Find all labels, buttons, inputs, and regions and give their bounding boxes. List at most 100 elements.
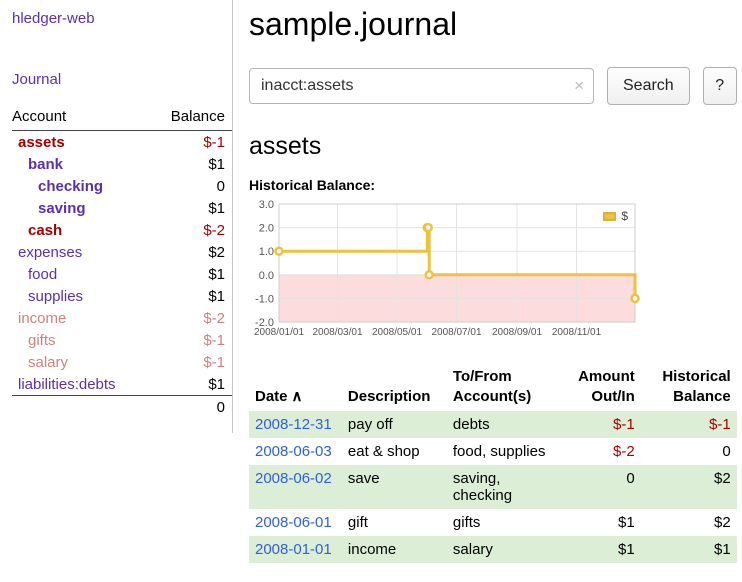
account-link[interactable]: checking xyxy=(38,177,104,195)
transaction-date-link[interactable]: 2008-06-01 xyxy=(255,514,332,531)
legend-label: $ xyxy=(621,209,628,223)
transaction-description: income xyxy=(347,541,397,558)
y-tick-label: 3.0 xyxy=(259,200,274,211)
account-row: food $1 xyxy=(12,263,232,285)
y-tick-label: -2.0 xyxy=(255,317,274,329)
account-link[interactable]: expenses xyxy=(18,243,83,261)
account-balance: $2 xyxy=(208,243,225,261)
help-button[interactable]: ? xyxy=(702,67,737,105)
account-link[interactable]: supplies xyxy=(28,287,84,305)
search-button[interactable]: Search xyxy=(607,67,690,105)
x-tick-label: 2008/11/01 xyxy=(552,327,602,338)
data-point-marker xyxy=(423,222,433,233)
account-link[interactable]: cash xyxy=(28,221,63,239)
account-link[interactable]: assets xyxy=(18,133,65,151)
sidebar-item-journal[interactable]: Journal xyxy=(12,71,62,88)
sidebar: hledger-web Journal Account Balance asse… xyxy=(0,0,233,433)
transaction-accounts: salary xyxy=(452,541,493,558)
register-table-body: 2008-12-31 pay off debts $-1 $-1 2008-06-03 ea… xyxy=(249,411,737,563)
x-tick-label: 2008/05/01 xyxy=(372,327,422,338)
page: hledger-web Journal Account Balance asse… xyxy=(0,0,742,563)
balance-chart-container: 3.0 2.0 1.0 0.0 -1.0 -2.0 2008/01/01 2008/03/01… xyxy=(249,200,641,340)
x-tick-label: 2008/03/01 xyxy=(312,327,362,338)
register-row: 2008-01-01 income salary $1 $1 xyxy=(249,536,737,563)
account-balance: $-2 xyxy=(203,309,225,327)
y-tick-label: 0.0 xyxy=(259,270,274,282)
transaction-description: eat & shop xyxy=(347,443,420,460)
total-balance: 0 xyxy=(150,395,232,419)
account-row: expenses $2 xyxy=(12,241,232,263)
register-row: 2008-12-31 pay off debts $-1 $-1 xyxy=(249,411,737,438)
chart-heading: Historical Balance: xyxy=(249,177,376,193)
account-balance: $-1 xyxy=(203,331,225,349)
y-tick-label: 1.0 xyxy=(259,246,274,258)
transaction-accounts: saving, checking xyxy=(452,470,513,504)
account-link[interactable]: salary xyxy=(28,353,69,371)
transaction-amount: $1 xyxy=(618,541,635,558)
register-header-date[interactable]: Date ∧ xyxy=(249,364,342,411)
account-balance: $1 xyxy=(208,375,225,393)
y-tick-label: -1.0 xyxy=(255,293,274,305)
account-table-body: assets $-1 bank $1 checking 0 saving $1 cash $-2 e… xyxy=(12,131,232,396)
register-table: Date ∧ Description To/From Account(s) Amo… xyxy=(249,364,737,563)
transaction-amount: $-1 xyxy=(613,416,635,433)
clear-search-icon[interactable]: × xyxy=(574,76,584,95)
legend-swatch-icon xyxy=(603,211,617,221)
account-balance: $-1 xyxy=(203,133,225,151)
account-balance: $1 xyxy=(208,199,225,217)
x-tick-label: 2008/09/01 xyxy=(492,327,542,338)
account-link[interactable]: saving xyxy=(38,199,86,217)
account-row: income $-2 xyxy=(12,307,232,329)
data-point-marker xyxy=(274,246,284,256)
account-balance: $1 xyxy=(208,265,225,283)
account-link[interactable]: income xyxy=(18,309,67,327)
transaction-balance: $2 xyxy=(714,470,731,487)
app-title-link[interactable]: hledger-web xyxy=(12,10,95,27)
account-row: salary $-1 xyxy=(12,351,232,373)
account-total-row: 0 xyxy=(12,395,232,419)
account-link[interactable]: liabilities:debts xyxy=(18,375,116,393)
account-balance: $1 xyxy=(208,155,225,173)
account-link[interactable]: food xyxy=(28,265,58,283)
account-row: gifts $-1 xyxy=(12,329,232,351)
chart-legend: $ xyxy=(599,207,632,225)
transaction-balance: 0 xyxy=(722,443,731,460)
account-row: saving $1 xyxy=(12,197,232,219)
transaction-accounts: debts xyxy=(452,416,490,433)
account-row: checking 0 xyxy=(12,175,232,197)
register-header-tofrom[interactable]: To/From Account(s) xyxy=(452,368,532,405)
x-tick-label: 2008/01/01 xyxy=(254,327,304,338)
register-header-amount[interactable]: Amount Out/In xyxy=(578,368,635,405)
transaction-date-link[interactable]: 2008-06-02 xyxy=(255,470,332,487)
account-row: bank $1 xyxy=(12,153,232,175)
transaction-date-link[interactable]: 2008-12-31 xyxy=(255,416,332,433)
main-content: sample.journal × Search ? assets Histori… xyxy=(233,0,742,563)
register-row: 2008-06-01 gift gifts $1 $2 xyxy=(249,509,737,536)
x-tick-label: 2008/07/01 xyxy=(431,327,481,338)
account-balance: $1 xyxy=(208,287,225,305)
register-header-description[interactable]: Description xyxy=(347,387,431,405)
account-column-header: Account xyxy=(12,105,151,131)
search-input[interactable] xyxy=(249,68,594,104)
page-title: sample.journal xyxy=(249,6,458,42)
accounts-table-header: Account Balance xyxy=(12,105,232,131)
transaction-amount: $-2 xyxy=(613,443,635,460)
y-tick-label: 2.0 xyxy=(259,223,274,235)
transaction-accounts: gifts xyxy=(452,514,481,531)
register-row: 2008-06-03 eat & shop food, supplies $-2 0 xyxy=(249,438,737,465)
transaction-balance: $2 xyxy=(714,514,731,531)
transaction-date-link[interactable]: 2008-01-01 xyxy=(255,541,332,558)
register-header-row: Date ∧ Description To/From Account(s) Amo… xyxy=(249,364,737,411)
account-row: supplies $1 xyxy=(12,285,232,307)
transaction-balance: $-1 xyxy=(709,416,731,433)
account-balance: $-1 xyxy=(203,353,225,371)
date-header-label: Date xyxy=(255,387,288,405)
account-link[interactable]: gifts xyxy=(28,331,56,349)
transaction-date-link[interactable]: 2008-06-03 xyxy=(255,443,332,460)
account-link[interactable]: bank xyxy=(28,155,64,173)
register-row: 2008-06-02 save saving, checking 0 $2 xyxy=(249,465,737,509)
register-header-balance[interactable]: Historical Balance xyxy=(662,368,731,405)
total-spacer xyxy=(12,395,151,419)
account-heading: assets xyxy=(249,132,322,160)
